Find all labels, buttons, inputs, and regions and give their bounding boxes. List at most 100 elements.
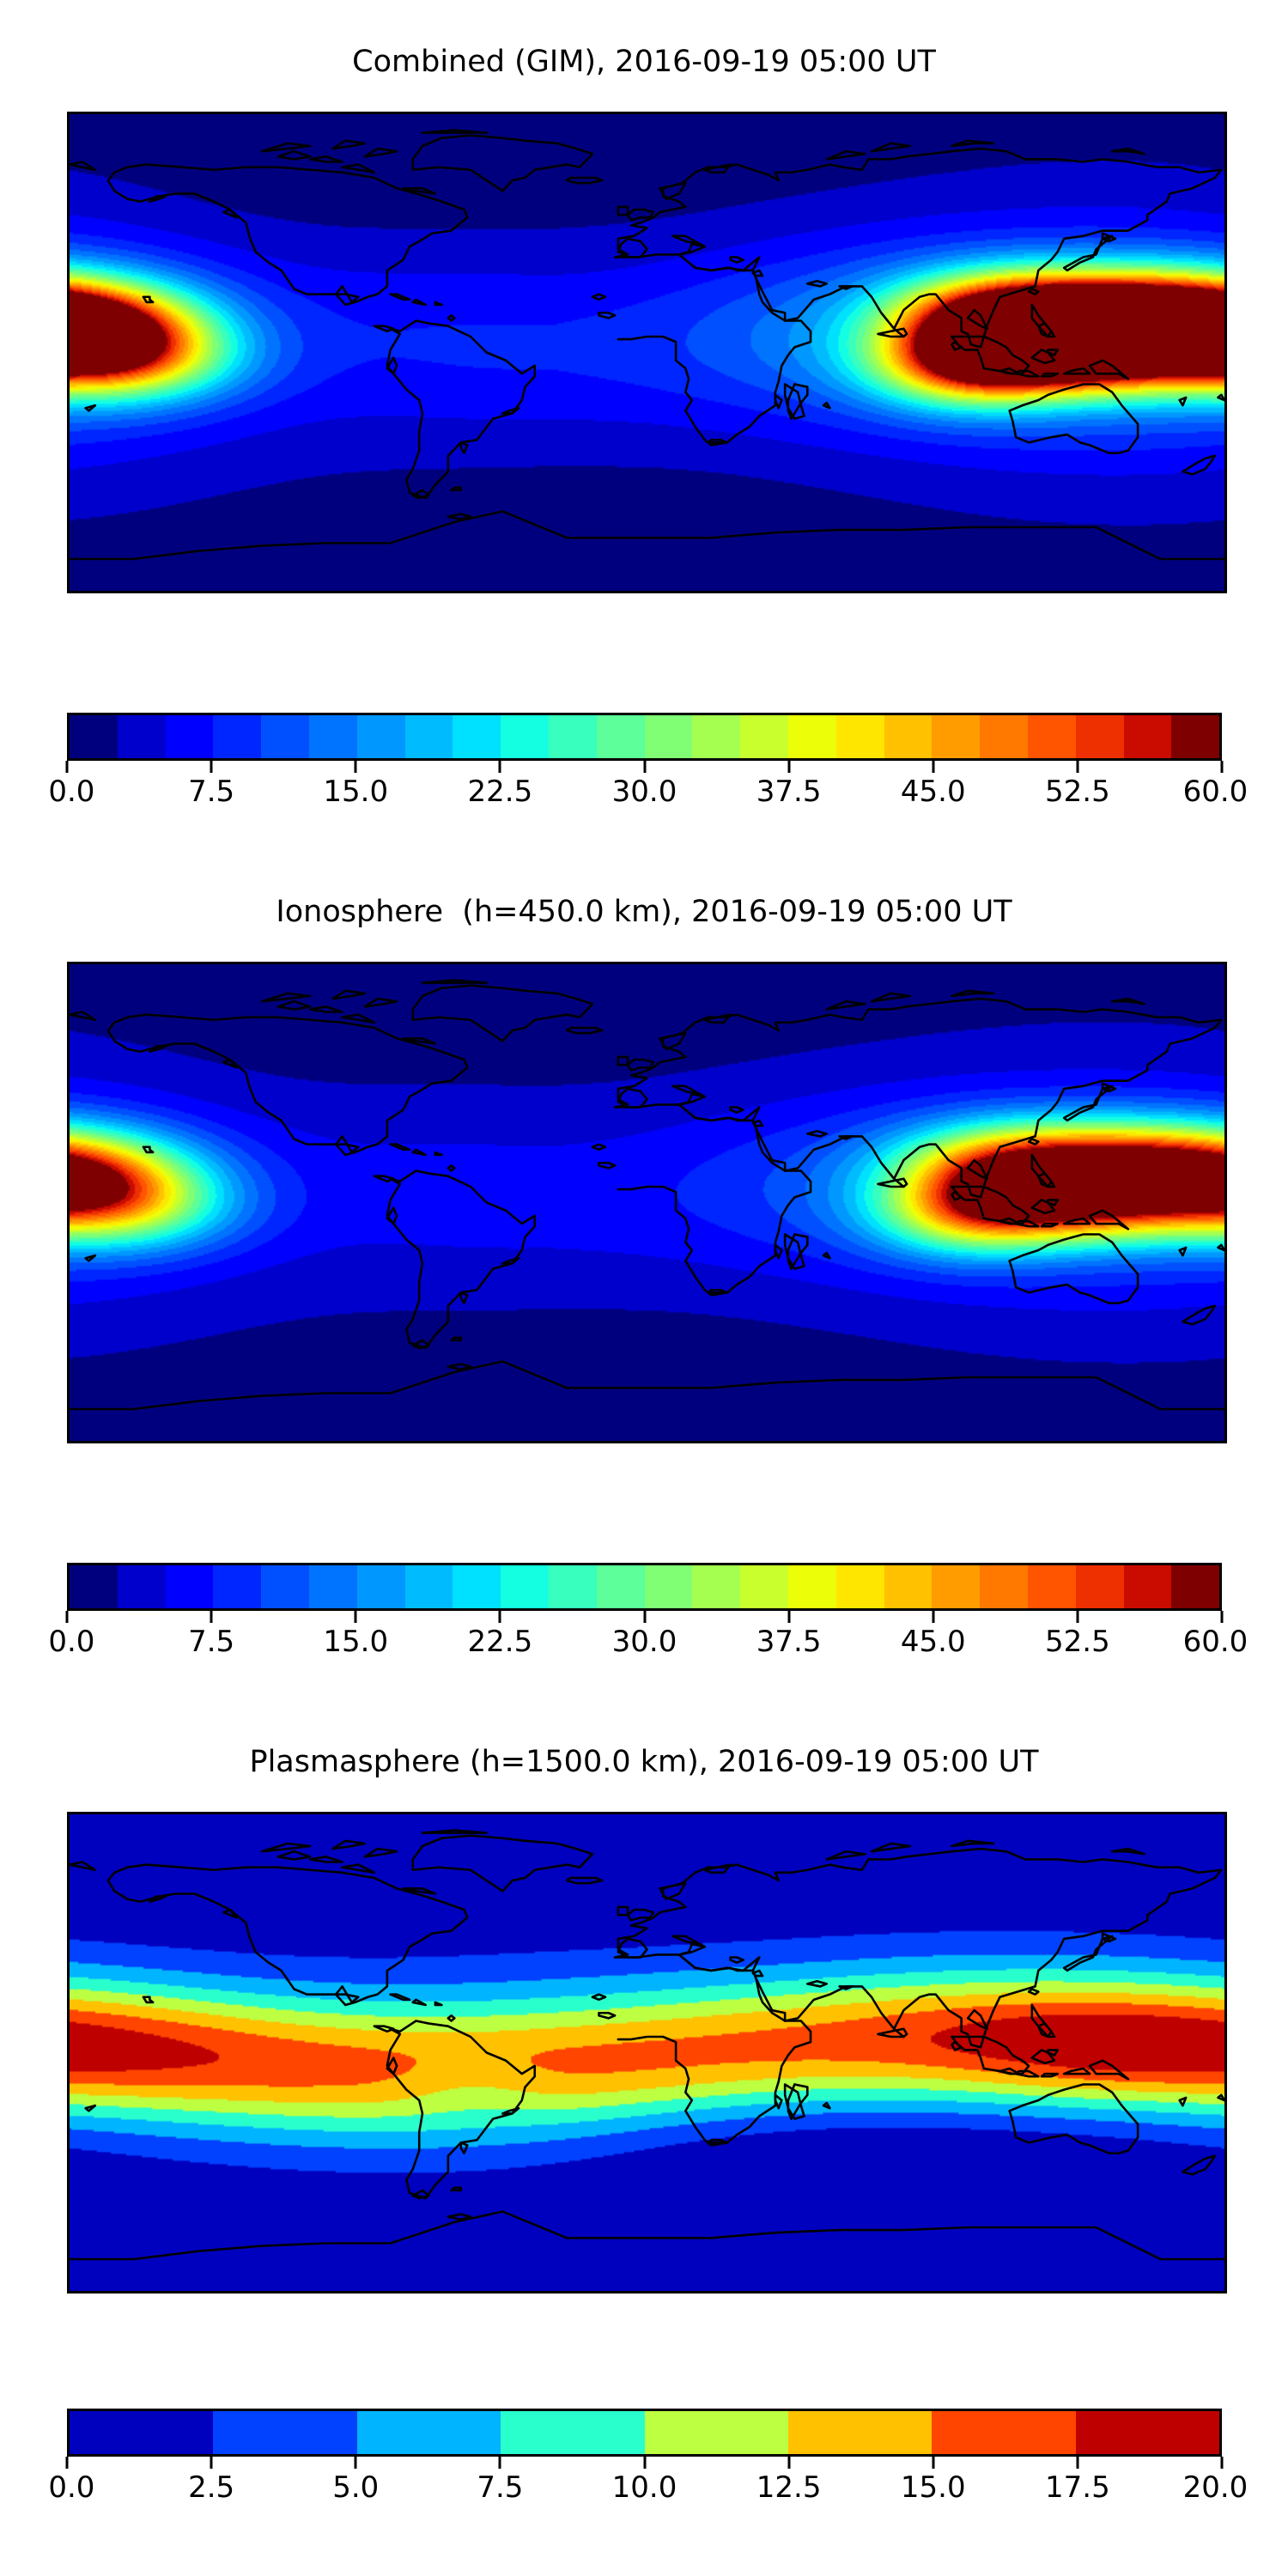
colorbar-band-1 [213,2411,357,2454]
colorbar-band-1 [117,715,166,758]
colorbar-tick-4 [643,2457,646,2469]
colorbar-band-0 [70,1565,118,1608]
colorbar-band-20 [1027,1565,1076,1608]
colorbar-band-9 [501,1565,549,1608]
colorbar-band-10 [548,715,597,758]
colorbar-tick-labels-combined-gim: 0.0 7.5 15.0 22.5 30.0 37.5 45.0 52.5 60.0 [48,773,1248,811]
colorbar-band-18 [932,1565,981,1608]
colorbar-band-8 [453,715,501,758]
colorbar-tick-label-3: 22.5 [467,775,533,809]
colorbar-band-6 [932,2411,1076,2454]
colorbar-tick-labels-ionosphere: 0.0 7.5 15.0 22.5 30.0 37.5 45.0 52.5 60.0 [48,1623,1248,1661]
colorbar-tick-labels-plasmasphere: 0.0 2.5 5.0 7.5 10.0 12.5 15.0 17.5 20.0 [48,2469,1248,2506]
colorbar-tick-0 [65,1611,69,1623]
colorbar-band-21 [1075,715,1124,758]
colorbar-tick-label-4: 30.0 [611,775,677,809]
colorbar-tick-4 [643,1611,646,1623]
colorbar-tick-label-1: 7.5 [188,1625,235,1659]
panel-title-combined-gim: Combined (GIM), 2016-09-19 05:00 UT [352,45,936,79]
colorbar-band-7 [404,1565,453,1608]
tec-heatmap-plasmasphere [70,1814,1224,2291]
colorbar-bands-plasmasphere [67,2409,1222,2457]
colorbar-tick-label-1: 2.5 [188,2470,235,2505]
colorbar-tick-label-5: 12.5 [756,2470,822,2505]
colorbar-tick-label-7: 52.5 [1045,775,1110,809]
colorbar-band-6 [356,715,405,758]
colorbar-tick-label-0: 0.0 [48,2470,95,2505]
colorbar-band-22 [1123,1565,1172,1608]
colorbar-band-9 [501,715,549,758]
panel-combined-gim: Combined (GIM), 2016-09-19 05:00 UT 0.0 7… [0,0,1288,859]
colorbar-band-1 [117,1565,166,1608]
colorbar-tick-label-1: 7.5 [188,775,235,809]
colorbar-tick-label-6: 45.0 [900,1625,966,1659]
colorbar-tick-1 [210,761,213,773]
colorbar-tick-label-2: 15.0 [323,775,389,809]
colorbar-tick-2 [354,1611,357,1623]
colorbar-tick-label-8: 60.0 [1182,1625,1249,1659]
colorbar-band-11 [596,715,645,758]
colorbar-tick-0 [65,2457,69,2469]
colorbar-band-13 [692,1565,741,1608]
colorbar-band-2 [165,1565,214,1608]
colorbar-tick-1 [210,2457,213,2469]
colorbar-ticks-combined-gim [65,761,1224,773]
colorbar-band-14 [740,1565,788,1608]
colorbar-tick-label-7: 17.5 [1045,2470,1110,2505]
colorbar-band-17 [884,715,933,758]
colorbar-band-3 [213,715,262,758]
colorbar-band-18 [932,715,981,758]
colorbar-band-0 [70,715,118,758]
colorbar-tick-6 [932,761,935,773]
colorbar-band-7 [404,715,453,758]
colorbar-tick-label-5: 37.5 [756,775,822,809]
colorbar-tick-label-2: 15.0 [323,1625,389,1659]
colorbar-band-20 [1027,715,1076,758]
colorbar-tick-8 [1220,2457,1224,2469]
colorbar-combined-gim: 0.0 7.5 15.0 22.5 30.0 37.5 45.0 52.5 60.0 [48,713,1248,811]
colorbar-tick-2 [354,761,357,773]
colorbar-tick-4 [643,761,646,773]
colorbar-band-8 [453,1565,501,1608]
colorbar-band-5 [308,1565,357,1608]
colorbar-band-17 [884,1565,933,1608]
colorbar-band-21 [1075,1565,1124,1608]
colorbar-tick-label-5: 37.5 [756,1625,822,1659]
colorbar-tick-1 [210,1611,213,1623]
colorbar-tick-7 [1076,2457,1079,2469]
colorbar-tick-7 [1076,761,1079,773]
map-axes-combined-gim [67,112,1227,593]
colorbar-band-12 [644,715,693,758]
colorbar-tick-6 [932,2457,935,2469]
colorbar-ticks-plasmasphere [65,2457,1224,2469]
panel-title-plasmasphere: Plasmasphere (h=1500.0 km), 2016-09-19 0… [249,1745,1039,1779]
map-axes-ionosphere [67,962,1227,1443]
colorbar-band-19 [980,1565,1028,1608]
colorbar-band-2 [356,2411,501,2454]
colorbar-tick-label-4: 30.0 [611,1625,677,1659]
map-axes-plasmasphere [67,1812,1227,2293]
colorbar-band-19 [980,715,1028,758]
colorbar-tick-2 [354,2457,357,2469]
colorbar-band-3 [213,1565,262,1608]
colorbar-tick-7 [1076,1611,1079,1623]
colorbar-band-15 [787,715,836,758]
colorbar-band-4 [644,2411,788,2454]
colorbar-band-15 [787,1565,836,1608]
panel-plasmasphere: Plasmasphere (h=1500.0 km), 2016-09-19 0… [0,1700,1288,2576]
tec-heatmap-ionosphere [70,964,1224,1441]
colorbar-band-4 [261,715,309,758]
colorbar-band-23 [1171,715,1220,758]
colorbar-band-22 [1123,715,1172,758]
colorbar-tick-label-8: 60.0 [1182,775,1249,809]
colorbar-band-14 [740,715,788,758]
colorbar-ticks-ionosphere [65,1611,1224,1623]
colorbar-band-16 [835,715,884,758]
colorbar-tick-label-2: 5.0 [332,2470,380,2505]
colorbar-tick-label-6: 45.0 [900,775,966,809]
colorbar-tick-label-0: 0.0 [48,775,95,809]
colorbar-tick-label-8: 20.0 [1182,2470,1249,2505]
colorbar-band-10 [548,1565,597,1608]
colorbar-tick-5 [787,761,791,773]
